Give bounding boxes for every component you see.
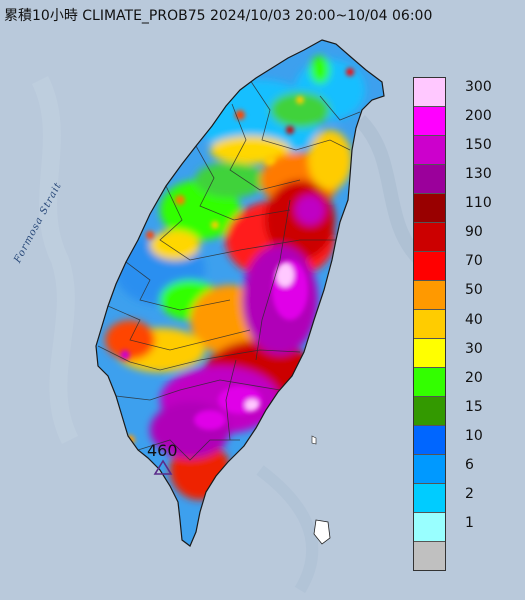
legend-label: 10: [465, 427, 483, 444]
legend-label: 20: [465, 369, 483, 386]
legend-label: 30: [465, 340, 483, 357]
legend-label: 150: [465, 137, 492, 154]
legend-swatch: [414, 107, 445, 136]
green-island: [311, 435, 317, 445]
legend-label: 200: [465, 108, 492, 125]
legend-swatch: [414, 368, 445, 397]
legend-swatch: [414, 542, 445, 570]
legend-swatch: [414, 397, 445, 426]
legend-swatch: [414, 339, 445, 368]
legend-swatch: [414, 136, 445, 165]
legend-labels: 300 200 150 130 110 90 70 50 40 30 20 15 10 6 2 1: [452, 77, 522, 571]
orchid-island: [313, 519, 331, 545]
legend-swatch: [414, 252, 445, 281]
legend-swatch: [414, 426, 445, 455]
legend-label: 2: [465, 485, 474, 502]
legend-label: 110: [465, 195, 492, 212]
legend-label: 15: [465, 398, 483, 415]
legend-label: 1: [465, 514, 474, 531]
legend-swatch: [414, 223, 445, 252]
legend-swatch: [414, 78, 445, 107]
legend-label: 90: [465, 224, 483, 241]
legend-label: 6: [465, 456, 474, 473]
max-rainfall-marker: [153, 459, 173, 475]
legend-swatch: [414, 194, 445, 223]
legend-swatch: [414, 310, 445, 339]
map-title: 累積10小時 CLIMATE_PROB75 2024/10/03 20:00~1…: [4, 8, 433, 24]
legend-swatch: [414, 281, 445, 310]
legend-swatch: [414, 484, 445, 513]
max-value-label: 460: [147, 441, 178, 460]
legend-label: 300: [465, 79, 492, 96]
legend-swatch: [414, 513, 445, 542]
legend-swatch: [414, 165, 445, 194]
legend-swatch: [414, 455, 445, 484]
legend-label: 40: [465, 311, 483, 328]
legend-label: 130: [465, 166, 492, 183]
legend-label: 50: [465, 282, 483, 299]
legend-label: 70: [465, 253, 483, 270]
color-legend: [413, 77, 446, 571]
